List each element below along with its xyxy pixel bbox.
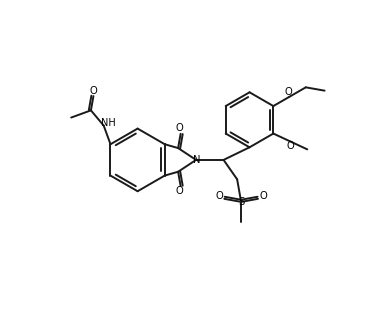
Text: O: O <box>175 124 183 133</box>
Text: O: O <box>285 87 293 97</box>
Text: N: N <box>193 155 201 165</box>
Text: O: O <box>259 191 267 201</box>
Text: O: O <box>90 86 98 96</box>
Text: O: O <box>286 141 294 151</box>
Text: O: O <box>215 191 223 201</box>
Text: S: S <box>238 197 244 207</box>
Text: NH: NH <box>101 118 116 128</box>
Text: O: O <box>175 186 183 196</box>
